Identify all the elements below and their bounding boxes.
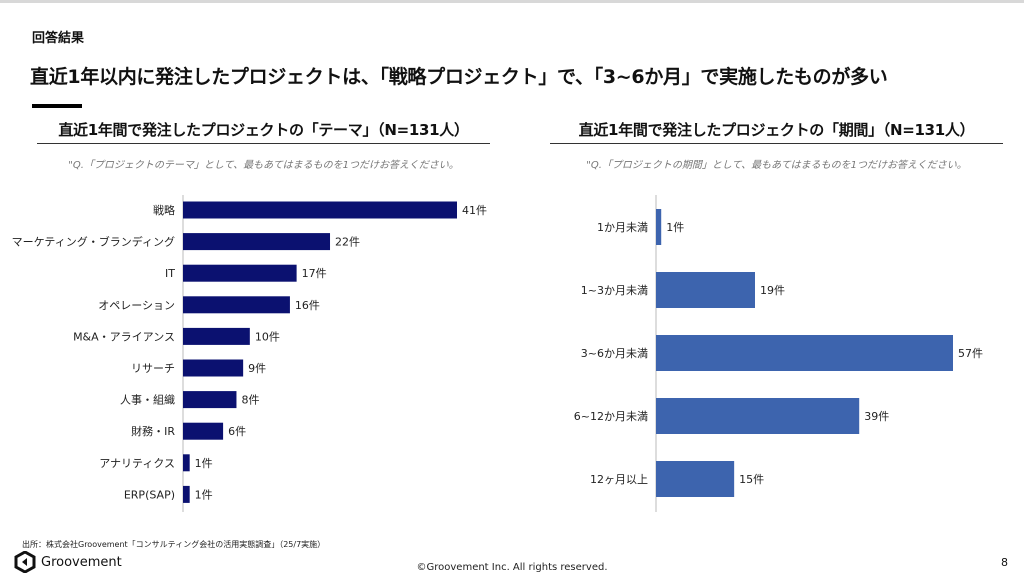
category-label: オペレーション	[98, 299, 175, 312]
bar	[183, 454, 190, 472]
category-label: IT	[165, 267, 175, 280]
data-label: 22件	[335, 236, 360, 249]
data-label: 17件	[302, 267, 327, 280]
bar	[656, 398, 860, 434]
bar	[183, 359, 244, 377]
bar	[656, 272, 755, 308]
data-label: 1件	[195, 457, 213, 470]
data-label: 15件	[739, 473, 764, 486]
title-accent-bar	[32, 104, 82, 108]
data-label: 9件	[248, 362, 266, 375]
bar	[183, 391, 237, 409]
page-title: 直近1年以内に発注したプロジェクトは、「戦略プロジェクト」で、「3~6か月」で実…	[30, 66, 888, 88]
logo-text: Groovement	[41, 554, 122, 570]
data-label: 41件	[462, 204, 487, 217]
bar	[183, 296, 290, 314]
top-border	[0, 0, 1024, 3]
category-label: アナリティクス	[99, 457, 175, 470]
category-label: M&A・アライアンス	[73, 330, 175, 343]
data-label: 39件	[864, 410, 889, 423]
category-label: 1か月未満	[597, 221, 648, 234]
bar	[656, 335, 953, 371]
bar	[656, 461, 735, 497]
page-number: 8	[1001, 556, 1008, 569]
data-label: 10件	[255, 330, 280, 343]
bar	[183, 485, 190, 503]
data-label: 8件	[241, 394, 259, 407]
logo-icon	[14, 551, 36, 573]
category-label: 3~6か月未満	[581, 347, 648, 360]
data-label: 6件	[228, 425, 246, 438]
bar	[183, 264, 297, 282]
data-label: 1件	[195, 488, 213, 501]
data-label: 16件	[295, 299, 320, 312]
category-label: 1~3か月未満	[581, 284, 648, 297]
category-label: リサーチ	[131, 362, 175, 375]
category-label: マーケティング・ブランディング	[12, 235, 175, 249]
bar	[183, 422, 224, 440]
category-label: ERP(SAP)	[124, 488, 175, 501]
data-label: 57件	[958, 347, 983, 360]
source-note: 出所：株式会社Groovement「コンサルティング会社の活用実態調査」（25/…	[22, 540, 326, 549]
category-label: 人事・組織	[120, 394, 175, 407]
right-chart-title: 直近1年間で発注したプロジェクトの「期間」（N=131人）	[550, 119, 1003, 144]
copyright: ©Groovement Inc. All rights reserved.	[416, 562, 608, 573]
bar	[183, 233, 331, 251]
bar	[656, 209, 662, 245]
data-label: 19件	[760, 284, 785, 297]
category-label: 12ヶ月以上	[590, 473, 648, 486]
bar	[183, 327, 250, 345]
category-label: 6~12か月未満	[574, 410, 648, 423]
left-chart-title: 直近1年間で発注したプロジェクトの「テーマ」（N=131人）	[37, 119, 490, 144]
data-label: 1件	[666, 221, 684, 234]
category-label: 財務・IR	[131, 424, 175, 438]
bar	[183, 201, 457, 219]
logo: Groovement	[14, 551, 122, 573]
right-chart-question: "Q.「プロジェクトの期間」として、最もあてはまるものを1つだけお答えください。	[586, 160, 967, 171]
left-chart-question: "Q.「プロジェクトのテーマ」として、最もあてはまるものを1つだけお答えください…	[68, 160, 459, 171]
category-label: 戦略	[153, 203, 175, 217]
section-label: 回答結果	[32, 31, 85, 46]
